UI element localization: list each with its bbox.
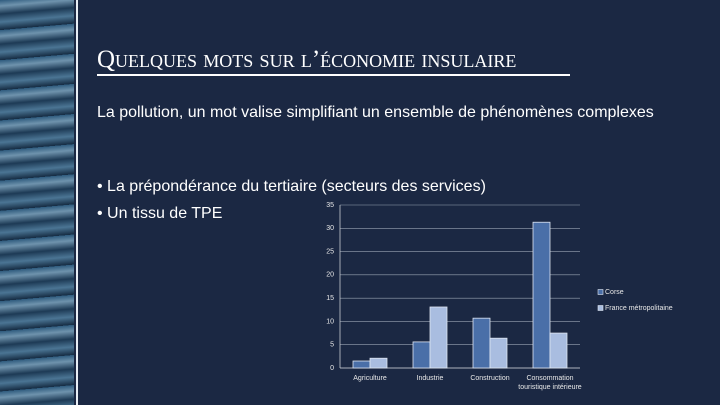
water-strip	[0, 0, 74, 405]
y-tick-label: 25	[326, 248, 334, 255]
bar	[532, 221, 551, 369]
legend-swatch	[597, 289, 604, 295]
bar	[369, 357, 388, 369]
y-tick-label: 10	[326, 318, 334, 325]
x-tick-label: Industrie	[416, 375, 444, 382]
bar	[412, 341, 431, 369]
x-tick-label: Consommation touristique intérieure	[518, 375, 582, 391]
separator	[76, 0, 78, 405]
legend-swatch	[597, 305, 604, 311]
bullet: • Un tissu de TPE	[97, 205, 223, 222]
legend-label: France métropolitaine	[605, 305, 673, 312]
y-tick-label: 35	[326, 202, 334, 209]
y-tick-label: 15	[326, 295, 334, 302]
paragraph: La pollution, un mot valise simplifiant …	[97, 104, 654, 121]
bar	[352, 360, 371, 369]
x-tick-label: Agriculture	[353, 375, 387, 382]
bullet: • La prépondérance du tertiaire (secteur…	[97, 178, 486, 195]
x-tick-label: Construction	[470, 375, 510, 382]
y-tick-label: 20	[326, 272, 334, 279]
slide-title: Quelques mots sur l’économie insulaire	[97, 46, 517, 73]
title-underline	[97, 74, 570, 76]
bar	[472, 317, 491, 369]
legend-label: Corse	[605, 289, 624, 296]
bar	[549, 332, 568, 369]
bar	[429, 306, 448, 369]
bar	[489, 337, 508, 369]
y-tick-label: 30	[326, 225, 334, 232]
y-tick-label: 5	[330, 342, 334, 349]
y-tick-label: 0	[330, 365, 334, 372]
